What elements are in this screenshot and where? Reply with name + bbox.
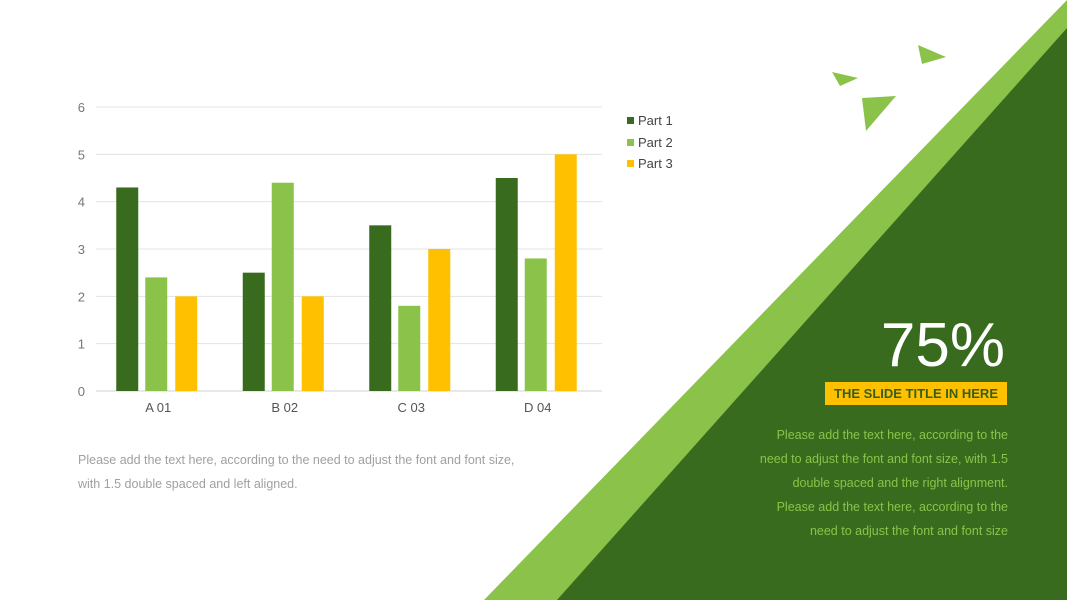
y-tick-label: 2 — [78, 289, 85, 304]
bar-part-2 — [145, 277, 168, 391]
x-tick-label: C 03 — [398, 400, 425, 415]
slide-title-badge: THE SLIDE TITLE IN HERE — [825, 382, 1007, 405]
text-line: double spaced and the right alignment. — [792, 476, 1008, 490]
x-tick-label: B 02 — [271, 400, 298, 415]
x-tick-label: A 01 — [145, 400, 171, 415]
legend-label: Part 1 — [638, 113, 673, 129]
y-tick-label: 5 — [78, 147, 85, 162]
bar-part-2 — [398, 305, 421, 391]
text-line: Please add the text here, according to t… — [776, 428, 1008, 442]
bar-part-1 — [116, 187, 139, 391]
y-tick-label: 4 — [78, 195, 85, 210]
small-triangle-2 — [862, 96, 896, 131]
chart-legend: Part 1 Part 2 Part 3 — [627, 110, 673, 175]
legend-item-part1: Part 1 — [627, 110, 673, 132]
x-tick-label: D 04 — [524, 400, 551, 415]
legend-item-part3: Part 3 — [627, 153, 673, 175]
bar-part-1 — [369, 225, 392, 391]
bar-part-3 — [301, 296, 324, 391]
text-line: need to adjust the font and font size — [809, 524, 1008, 538]
bar-part-3 — [175, 296, 198, 391]
dark-green-triangle — [557, 28, 1067, 600]
legend-label: Part 2 — [638, 134, 673, 150]
legend-item-part2: Part 2 — [627, 132, 673, 154]
small-triangle-3 — [918, 45, 946, 64]
small-triangle-1 — [832, 72, 858, 86]
body-text-right: Please add the text here, according to t… — [708, 423, 1008, 543]
bar-part-1 — [242, 272, 265, 391]
bar-part-2 — [524, 258, 547, 391]
legend-label: Part 3 — [638, 156, 673, 172]
body-text-left: Please add the text here, according to t… — [78, 453, 515, 491]
y-tick-label: 1 — [78, 337, 85, 352]
y-tick-label: 3 — [78, 242, 85, 257]
text-line: need to adjust the font and font size, w… — [759, 452, 1008, 466]
bar-part-1 — [495, 178, 518, 391]
bar-part-2 — [271, 182, 294, 391]
y-tick-label: 6 — [78, 100, 85, 115]
percent-stat: 75% — [880, 311, 1005, 380]
text-line: Please add the text here, according to t… — [776, 500, 1008, 514]
bar-part-3 — [554, 154, 577, 391]
y-tick-label: 0 — [78, 384, 85, 399]
bar-part-3 — [428, 249, 451, 391]
